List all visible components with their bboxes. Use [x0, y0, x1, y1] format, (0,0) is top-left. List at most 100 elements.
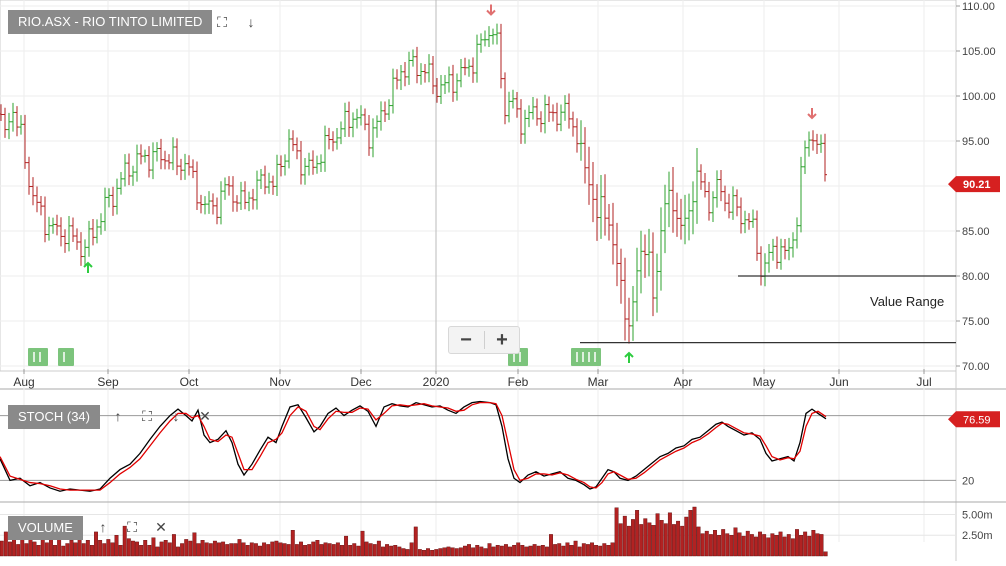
volume-bar	[782, 536, 787, 557]
price-tick-label: 75.00	[962, 316, 990, 328]
volume-bar	[36, 545, 41, 557]
expand-icon[interactable]: ⛶	[127, 519, 137, 535]
volume-bar	[385, 544, 390, 557]
volume-bar	[413, 526, 418, 557]
volume-bar	[307, 544, 312, 557]
volume-bar	[540, 545, 545, 557]
volume-bar	[442, 547, 447, 557]
expand-icon[interactable]: ⛶	[217, 14, 227, 30]
volume-bar	[758, 531, 763, 557]
volume-bar	[212, 540, 217, 557]
volume-bar	[749, 534, 754, 557]
volume-bar	[245, 545, 250, 557]
volume-bar	[663, 523, 668, 557]
volume-bar	[98, 540, 103, 557]
volume-bar	[614, 507, 619, 557]
volume-bar	[717, 535, 722, 557]
price-tick-label: 100.00	[962, 91, 996, 103]
month-tick-label: 2020	[423, 375, 450, 389]
volume-bar	[176, 546, 180, 557]
volume-bar	[651, 525, 656, 557]
volume-tick-label: 2.50m	[962, 530, 993, 542]
volume-bar	[434, 549, 439, 557]
volume-bar	[557, 543, 562, 557]
zoom-in-button[interactable]: +	[496, 329, 508, 351]
volume-bar	[618, 523, 623, 557]
volume-bar	[581, 543, 586, 557]
volume-bar	[130, 540, 135, 557]
volume-bar	[163, 540, 168, 557]
buy-signal-arrow-icon	[624, 351, 634, 363]
arrow-down-icon[interactable]: ↓	[247, 14, 255, 30]
volume-bar	[585, 544, 590, 557]
last-price-label: 90.21	[963, 179, 991, 191]
month-tick-label: Sep	[97, 375, 119, 389]
volume-bar	[647, 522, 652, 557]
volume-bar	[335, 542, 340, 557]
price-tick-label: 70.00	[962, 361, 990, 373]
volume-bar	[532, 544, 537, 557]
month-tick-label: Oct	[180, 375, 199, 389]
volume-bar	[680, 525, 685, 557]
volume-bar	[499, 545, 504, 557]
expand-icon[interactable]: ⛶	[142, 408, 152, 424]
volume-bar	[708, 534, 713, 557]
volume-bar	[253, 543, 258, 557]
month-tick-label: Apr	[674, 375, 693, 389]
stoch-last-tag	[948, 411, 1000, 428]
volume-bar	[171, 534, 176, 557]
stoch-tick-label: 20	[962, 475, 974, 487]
volume-bar	[315, 540, 320, 557]
volume-bar	[266, 544, 271, 557]
volume-bar	[221, 541, 226, 557]
arrow-up-icon[interactable]: ↑	[99, 519, 107, 535]
volume-bar	[622, 515, 627, 557]
volume-bar	[565, 542, 570, 557]
volume-bar	[102, 543, 107, 557]
volume-bar	[819, 534, 824, 557]
sell-signal-arrow-icon	[807, 108, 817, 120]
volume-bar	[745, 530, 750, 557]
volume-bar	[311, 541, 316, 557]
arrow-up-icon[interactable]: ↑	[114, 408, 122, 424]
volume-bar	[438, 548, 443, 557]
volume-tick-label: 5.00m	[962, 509, 993, 521]
volume-bar	[323, 542, 328, 557]
arrow-down-icon[interactable]: ↓	[172, 408, 180, 424]
buy-signal-arrow-icon	[83, 261, 93, 273]
volume-bar	[762, 534, 767, 557]
volume-bar	[229, 543, 234, 557]
volume-bar	[766, 537, 771, 557]
volume-bar	[167, 542, 172, 557]
zoom-separator	[484, 331, 485, 349]
volume-bar	[676, 520, 681, 557]
zoom-out-button[interactable]: −	[460, 329, 472, 351]
volume-bar	[299, 541, 303, 557]
volume-bar	[454, 548, 459, 557]
volume-bar	[778, 531, 783, 557]
volume-bar	[721, 529, 726, 557]
volume-bar	[524, 546, 529, 557]
price-tick-label: 85.00	[962, 226, 990, 238]
volume-bar	[53, 545, 57, 557]
close-icon[interactable]: ✕	[155, 519, 167, 535]
volume-bar	[143, 540, 148, 557]
month-tick-label: May	[753, 375, 776, 389]
volume-bar	[65, 543, 70, 557]
volume-bar	[262, 542, 267, 557]
volume-bar	[405, 549, 410, 557]
volume-bar	[577, 546, 582, 557]
volume-bar	[81, 543, 86, 557]
volume-bar	[422, 550, 426, 557]
volume-bar	[3, 531, 8, 557]
volume-bar	[426, 548, 430, 557]
volume-bar	[528, 545, 533, 557]
volume-bar	[790, 538, 795, 557]
volume-bar	[106, 539, 111, 557]
volume-bar	[598, 545, 603, 557]
close-icon[interactable]: ✕	[199, 408, 211, 424]
stoch-title: STOCH (34)	[8, 405, 100, 429]
volume-bar	[811, 530, 816, 557]
price-tick-label: 110.00	[962, 1, 995, 13]
